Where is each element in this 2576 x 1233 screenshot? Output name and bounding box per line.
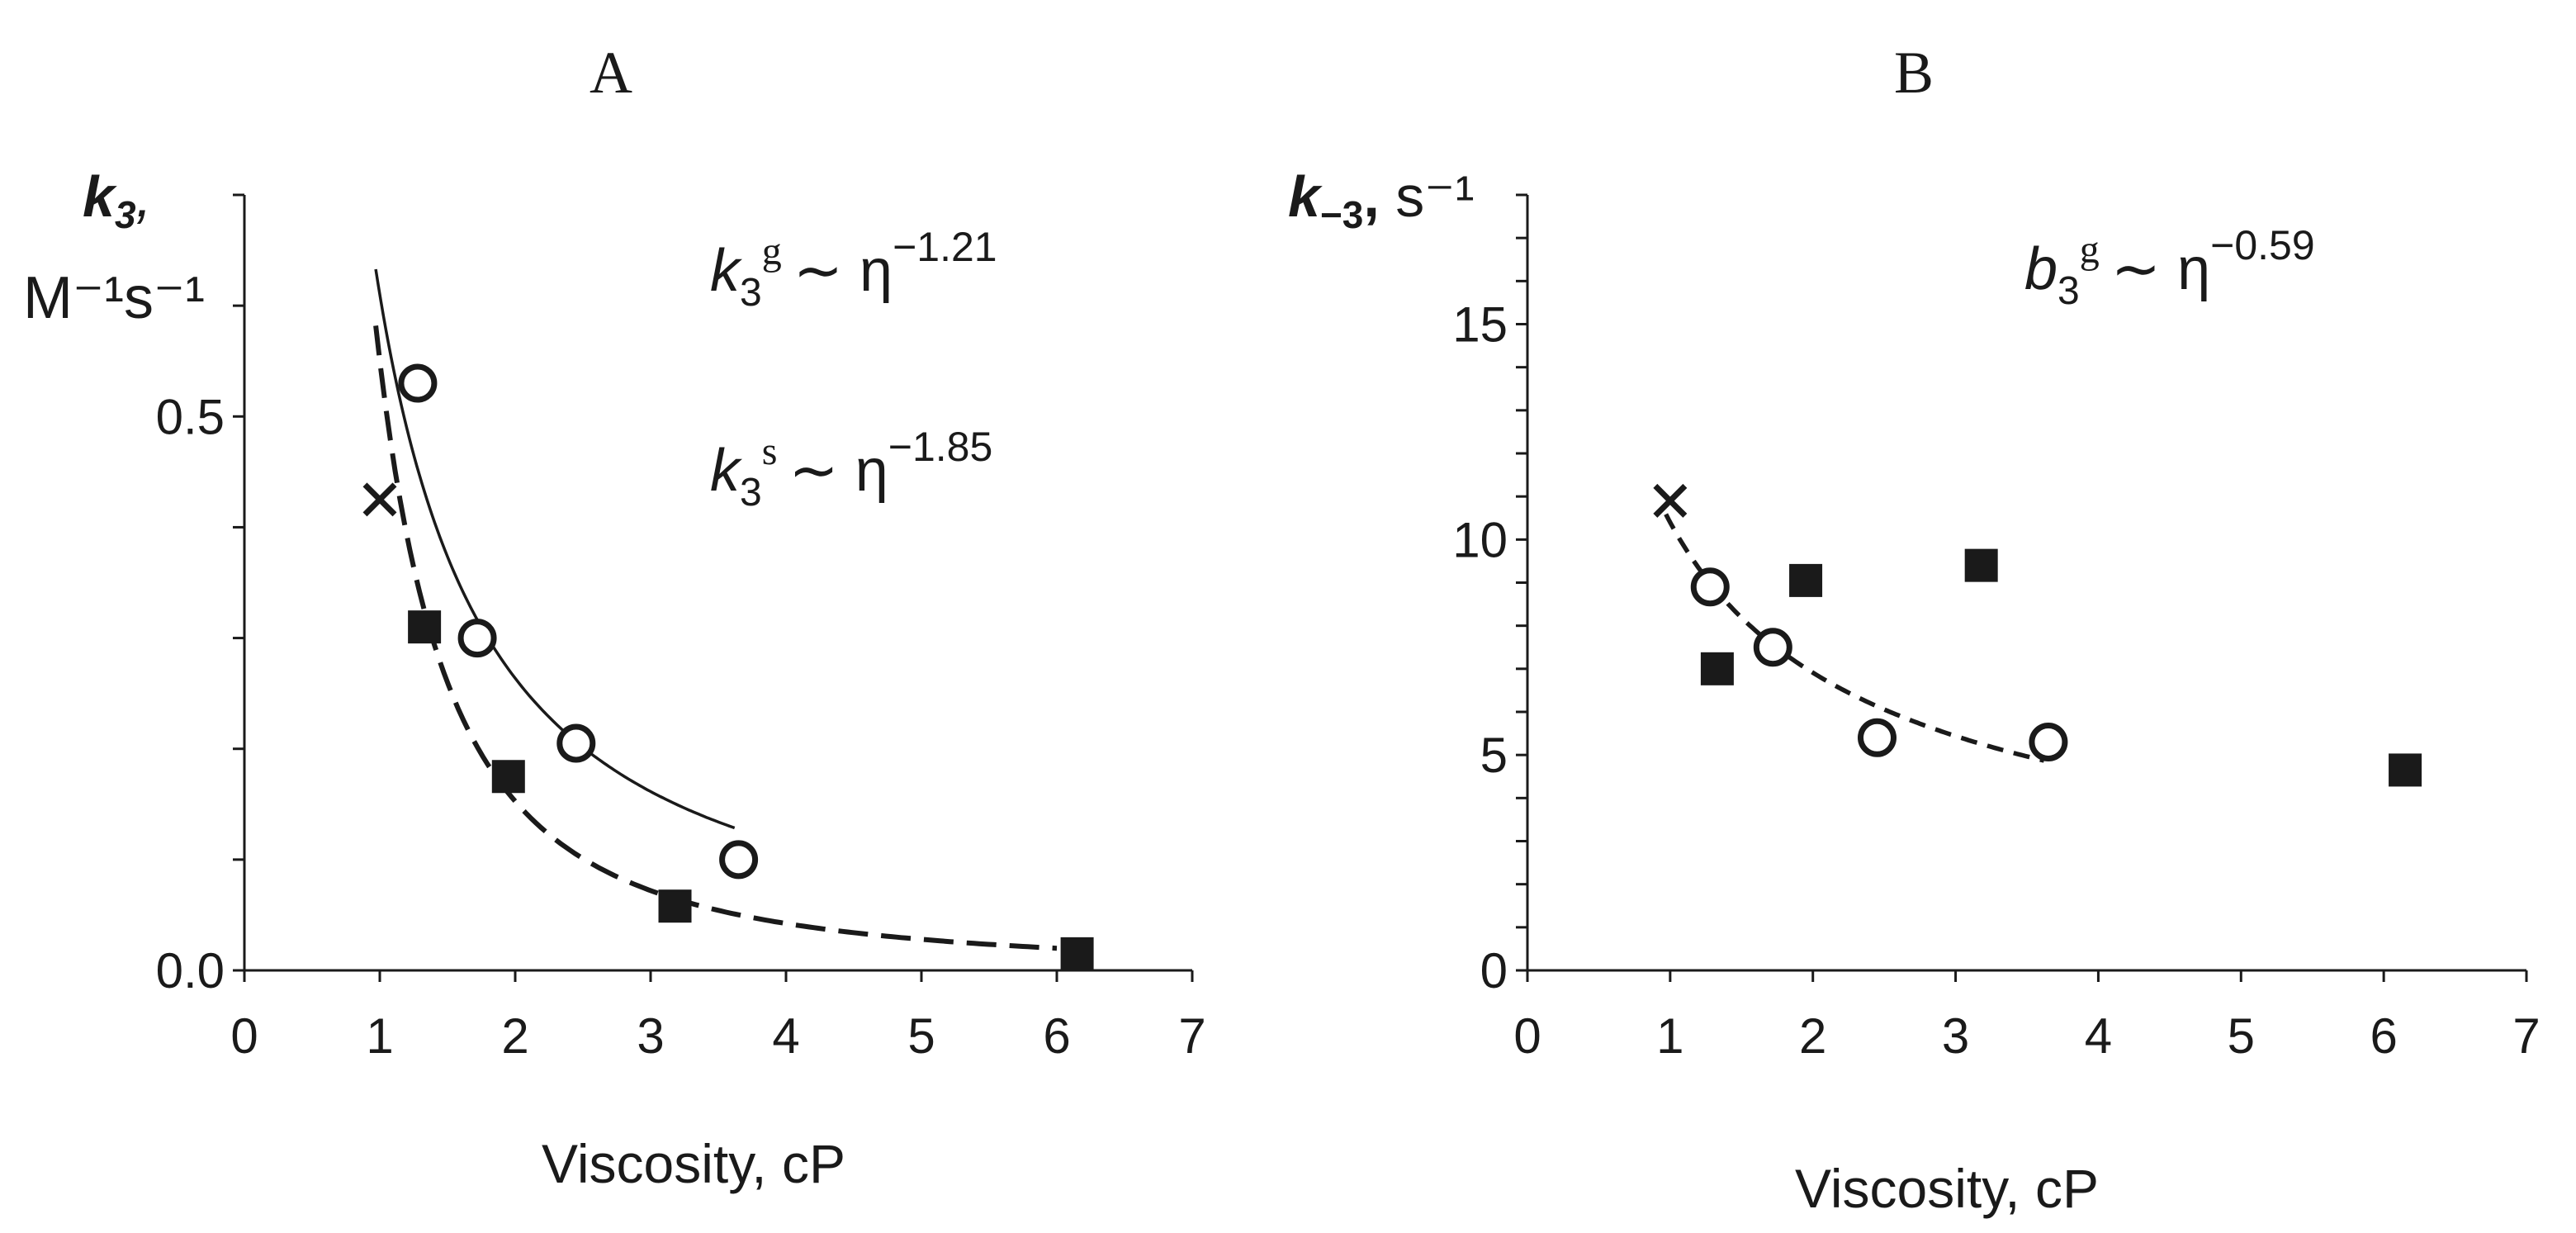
panel-b-y-tick-label: 10 (1452, 512, 1508, 567)
panel-a-x-tick-label: 6 (1043, 1008, 1070, 1064)
panel-b-point-circle (1858, 718, 1896, 757)
panel-a-xlabel: Viscosity, cP (542, 1133, 845, 1194)
panel-a-x-ticks: 0 1 2 3 4 5 6 7 (230, 970, 1206, 1064)
panel-b-x-tick-label: 6 (2370, 1008, 2397, 1064)
panel-b-x-tick-label: 1 (1656, 1008, 1683, 1064)
panel-b-ylabel-k: k (1288, 164, 1323, 229)
panel-b-point-cross-stroke (1653, 483, 1688, 518)
panel-a-x-tick-label: 3 (637, 1008, 664, 1064)
panel-b-ylabel-sub: −3 (1320, 193, 1363, 236)
panel-a-point-square (491, 760, 525, 794)
annot-b3g-exp: −0.59 (2210, 222, 2315, 268)
panel-b-point-circle (2029, 723, 2068, 762)
panel-a-point-circle (556, 723, 596, 763)
panel-a-data-marks (362, 363, 1094, 970)
panel-a-annotation-k3s: k3s ∼ η−1.85 (710, 424, 992, 515)
panel-b-x-tick-label: 5 (2228, 1008, 2255, 1064)
panel-a-point-square (408, 610, 442, 644)
panel-a-ylabel-units: M⁻¹s⁻¹ (23, 265, 205, 331)
panel-a-x-tick-label: 4 (772, 1008, 799, 1064)
annot-b3g-sup: g (2080, 228, 2100, 272)
panel-b-x-tick-label: 4 (2085, 1008, 2112, 1064)
panel-b-ylabel-punct: , (1363, 164, 1379, 229)
panel-a-y-tick-label: 0.5 (156, 389, 225, 444)
panel-b-y-ticks: 0 5 10 15 (1452, 193, 1527, 998)
annot-k3s-sub: 3 (740, 471, 762, 515)
panel-b-x-tick-label: 7 (2512, 1008, 2540, 1064)
panel-a-fit-curves (373, 268, 1058, 951)
panel-a-ylabel-k: k (83, 164, 117, 229)
panel-b-point-square (1964, 548, 1998, 582)
panel-a-point-circle (457, 619, 497, 658)
annot-b3g-sub: 3 (2057, 269, 2080, 313)
panel-a-ylabel-punct: , (136, 164, 152, 229)
annot-k3s-sup: s (762, 429, 778, 473)
panel-b-x-tick-label: 2 (1799, 1008, 1826, 1064)
panel-b-point-square (1789, 563, 1823, 597)
panel-a-point-cross (362, 482, 397, 517)
annot-k3g-sub: 3 (740, 271, 762, 315)
panel-b-data-marks (1653, 483, 2422, 787)
annot-k3s-exp: −1.85 (888, 424, 993, 470)
panel-b-fit-curves (1664, 513, 2045, 763)
panel-a-fit-k3g (374, 268, 736, 830)
panel-b-ylabel: k−3, s⁻¹ (1288, 164, 1475, 236)
panel-b-point-circle (1690, 567, 1730, 607)
panel-a-x-tick-label: 2 (501, 1008, 528, 1064)
panel-a-annotation-k3g: k3g ∼ η−1.21 (710, 224, 997, 315)
annot-k3s-symbol: k (710, 438, 743, 504)
panel-a-point-circle (398, 363, 438, 403)
panel-a-x-tick-label: 1 (366, 1008, 393, 1064)
panel-b-ylabel-units: s⁻¹ (1380, 164, 1475, 229)
annot-b3g-rest: ∼ η (2111, 236, 2210, 302)
annot-k3g-sup: g (762, 230, 782, 273)
panel-b-y-tick-label: 5 (1480, 728, 1508, 783)
annot-k3s-rest: ∼ η (788, 438, 888, 504)
panel-a-x-tick-label: 7 (1178, 1008, 1205, 1064)
panel-a-ylabel-symbol: k3, (83, 164, 152, 236)
panel-a-title: A (590, 40, 632, 106)
panel-a-x-tick-label: 5 (907, 1008, 935, 1064)
panel-b-fit-b3g (1664, 513, 2045, 763)
panel-b-y-tick-label: 15 (1452, 297, 1508, 353)
panel-a-point-circle (719, 840, 759, 880)
annot-k3g-rest: ∼ η (793, 238, 893, 304)
panel-b-x-tick-label: 3 (1942, 1008, 1969, 1064)
panel-b-point-circle (1753, 628, 1792, 667)
panel-a-point-square (1060, 937, 1094, 970)
annot-k3g-symbol: k (710, 238, 743, 304)
panel-b: B k−3, s⁻¹ 0 5 10 15 0 1 2 3 4 5 6 7 Viscosity, cP… (1288, 40, 2540, 1219)
panel-b-annotation-b3g: b3g ∼ η−0.59 (2024, 222, 2315, 313)
panel-a-y-ticks: 0.0 0.5 (156, 193, 244, 998)
panel-b-xlabel: Viscosity, cP (1795, 1158, 2099, 1219)
annot-k3g-exp: −1.21 (893, 224, 997, 270)
panel-b-x-ticks: 0 1 2 3 4 5 6 7 (1513, 970, 2540, 1064)
panel-b-title: B (1894, 40, 1934, 106)
panel-b-point-cross (1653, 483, 1688, 518)
panel-a-point-square (658, 889, 692, 923)
panel-a-y-tick-label: 0.0 (156, 943, 225, 998)
panel-b-point-square (2389, 753, 2422, 787)
panel-b-x-tick-label: 0 (1513, 1008, 1541, 1064)
panel-a-fit-k3s (373, 325, 1058, 951)
panel-a-x-tick-label: 0 (230, 1008, 258, 1064)
panel-a-point-cross-stroke (362, 482, 397, 517)
panel-b-y-tick-label: 0 (1480, 943, 1508, 998)
panel-b-point-square (1700, 652, 1734, 685)
panel-a-ylabel-sub: 3 (115, 193, 136, 236)
annot-b3g-symbol: b (2024, 236, 2057, 302)
